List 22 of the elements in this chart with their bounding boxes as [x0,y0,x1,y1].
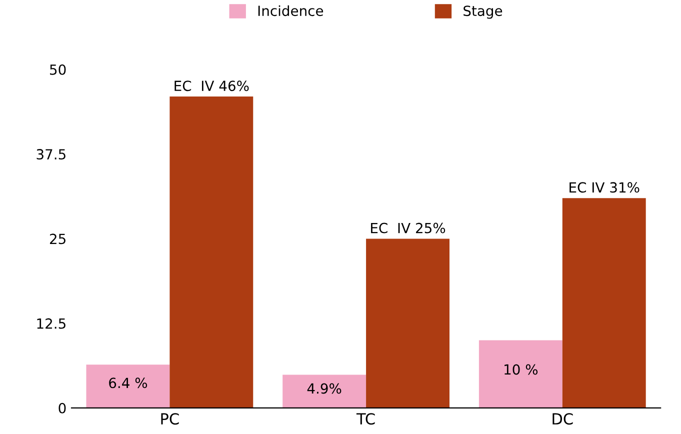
bar [86,364,170,408]
bar [282,374,366,408]
y-tick-label: 12.5 [37,318,66,329]
bar [478,340,562,408]
x-tick-label: PC [161,413,179,425]
data-label: 10 % [504,364,538,375]
bar [366,238,450,408]
x-tick-label: TC [356,413,375,425]
y-tick-label: 25 [50,234,66,244]
legend-label: Stage [464,6,502,19]
data-label: 6.4 % [109,378,148,388]
y-tick-label: 37.5 [36,149,66,160]
x-tick-label: DC [552,413,573,425]
data-label: EC IV 46% [174,80,249,92]
data-label: EC IV 25% [371,222,446,234]
bar [562,198,646,408]
legend-label: Incidence [258,5,324,16]
y-tick-label: 0 [58,402,66,414]
data-label: 4.9% [307,383,342,394]
y-tick-label: 50 [50,64,66,75]
data-label: EC IV 31% [570,182,640,193]
bar [170,96,254,408]
